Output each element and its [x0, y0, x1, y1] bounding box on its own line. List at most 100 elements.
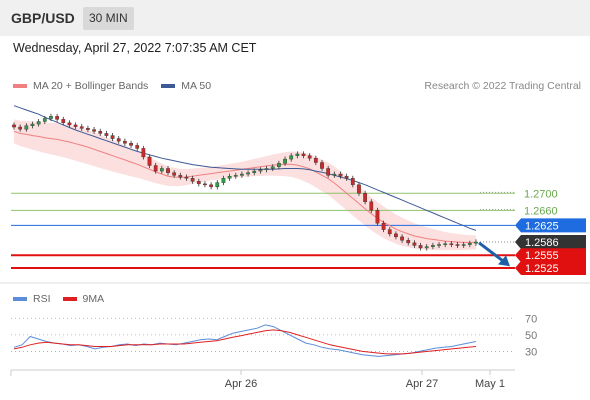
- candle-body: [203, 183, 207, 186]
- candle-body: [104, 133, 109, 136]
- timeframe-button[interactable]: 30 MIN: [83, 7, 134, 30]
- rsi-ma-swatch: [62, 297, 77, 301]
- candle-body: [307, 155, 312, 159]
- candle-body: [67, 122, 72, 126]
- candle-body: [461, 244, 466, 246]
- candle-body: [86, 128, 90, 130]
- level-badge-label-5: 1.2525: [525, 263, 559, 275]
- candle-body: [474, 241, 478, 244]
- candle-body: [116, 138, 121, 142]
- candle-body: [36, 121, 41, 125]
- candle-body: [233, 175, 238, 177]
- level-label-1: 1.2660: [524, 205, 558, 217]
- candle-body: [252, 170, 257, 173]
- candle-body: [320, 162, 324, 169]
- candle-body: [24, 125, 29, 130]
- level-badge-3: [515, 234, 586, 249]
- candle-body: [153, 165, 158, 172]
- candle-body: [277, 163, 281, 167]
- candle-body: [363, 193, 367, 203]
- rsi-swatch: [13, 297, 27, 301]
- candle-body: [381, 222, 386, 230]
- candle-body: [455, 244, 460, 246]
- candle-body: [332, 173, 337, 176]
- candle-body: [129, 143, 133, 146]
- level-badge-2: [515, 218, 586, 233]
- ma50-swatch: [161, 84, 176, 88]
- candle-body: [357, 184, 361, 194]
- candle-body: [289, 155, 294, 160]
- rsi-legend-label: RSI: [33, 293, 51, 305]
- level-badge-label-2: 1.2625: [525, 220, 559, 232]
- candle-body: [344, 175, 349, 179]
- rsi-ma-legend-label: 9MA: [82, 293, 105, 305]
- x-tick-label: May 1: [475, 378, 505, 390]
- candle-body: [264, 168, 269, 170]
- candle-body: [12, 124, 16, 128]
- candle-body: [375, 210, 380, 224]
- top-bar: GBP/USD 30 MIN: [0, 0, 590, 36]
- candle-body: [400, 236, 404, 241]
- rsi-tick-label: 70: [525, 313, 537, 325]
- level-badge-5: [515, 261, 586, 276]
- ma50-legend-label: MA 50: [181, 80, 212, 92]
- candle-body: [196, 181, 201, 185]
- candle-body: [79, 126, 84, 129]
- rsi-legend: RSI 9MA: [13, 293, 104, 305]
- level-badge-label-3: 1.2586: [525, 237, 559, 249]
- forecast-arrow-shaft: [478, 241, 506, 264]
- candle-body: [301, 153, 306, 156]
- candle-body: [412, 242, 417, 246]
- level-label-0: 1.2700: [524, 188, 558, 200]
- candle-body: [258, 169, 263, 172]
- forecast-arrow-head: [498, 255, 510, 267]
- candle-body: [326, 168, 331, 176]
- candle-body: [221, 178, 226, 183]
- candle-body: [184, 176, 189, 179]
- candle-body: [295, 153, 300, 156]
- candle-body: [98, 131, 103, 134]
- candle-body: [147, 156, 152, 166]
- candle-body: [172, 172, 177, 176]
- candle-body: [30, 123, 35, 126]
- candle-body: [387, 229, 392, 235]
- candle-body: [49, 116, 53, 119]
- rsi-tick-label: 50: [525, 330, 537, 342]
- candle-body: [61, 119, 66, 123]
- candle-body: [449, 243, 454, 245]
- candle-body: [283, 158, 287, 164]
- candle-body: [227, 175, 232, 179]
- x-tick-label: Apr 26: [225, 378, 257, 390]
- datetime-label: Wednesday, April 27, 2022 7:07:35 AM CET: [13, 41, 257, 55]
- candle-body: [73, 124, 78, 127]
- rsi-ma-line: [13, 329, 477, 355]
- candle-body: [369, 201, 374, 211]
- bollinger-band: [14, 119, 476, 251]
- price-legend: MA 20 + Bollinger Bands MA 50: [13, 80, 211, 92]
- candle-body: [42, 118, 47, 122]
- candle-body: [467, 243, 472, 245]
- ma50-line: [13, 105, 477, 231]
- candle-body: [209, 184, 213, 188]
- level-badge-label-4: 1.2555: [525, 250, 559, 262]
- candle-body: [338, 173, 343, 177]
- candle-body: [123, 140, 127, 144]
- candle-body: [178, 175, 183, 178]
- candle-body: [246, 172, 250, 175]
- candle-body: [406, 240, 411, 244]
- candle-body: [431, 245, 435, 247]
- candle-body: [215, 182, 220, 188]
- candle-body: [394, 233, 398, 238]
- candle-body: [270, 166, 275, 169]
- instrument-title: GBP/USD: [11, 10, 75, 26]
- candle-body: [135, 145, 140, 149]
- candle-body: [190, 178, 195, 182]
- candle-body: [110, 135, 115, 139]
- candle-body: [418, 245, 423, 249]
- candle-body: [443, 243, 448, 245]
- level-badge-4: [515, 248, 586, 263]
- x-tick-label: Apr 27: [406, 378, 438, 390]
- candle-body: [437, 244, 441, 246]
- ma20-legend-label: MA 20 + Bollinger Bands: [33, 80, 149, 92]
